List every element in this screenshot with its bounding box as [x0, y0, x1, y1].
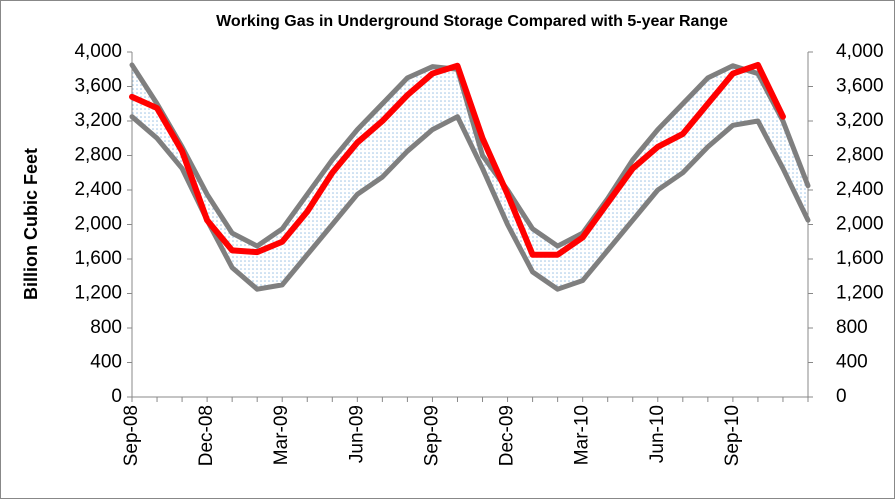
y-tick-label: 0 [111, 386, 122, 407]
y-tick-label: 400 [90, 352, 122, 373]
y2-tick-label: 0 [836, 386, 847, 407]
x-tick-label: Sep-10 [722, 405, 743, 466]
x-tick-label: Sep-09 [421, 405, 442, 466]
y2-tick-label: 1,200 [836, 283, 884, 304]
x-tick-label: Jun-09 [346, 405, 367, 463]
series-line [129, 61, 786, 258]
y-tick-label: 4,000 [74, 41, 122, 62]
y-tick-label: 2,400 [74, 179, 122, 200]
chart-title: Working Gas in Underground Storage Compa… [216, 13, 728, 30]
y-tick-label: 1,200 [74, 283, 122, 304]
y2-tick-label: 3,600 [836, 76, 884, 97]
x-tick-label: Mar-09 [271, 405, 292, 465]
y-tick-label: 3,200 [74, 110, 122, 131]
y-tick-label: 2,000 [74, 214, 122, 235]
y-tick-label: 1,600 [74, 248, 122, 269]
y2-tick-label: 1,600 [836, 248, 884, 269]
x-tick-label: Dec-08 [196, 405, 217, 466]
series-line [129, 114, 811, 292]
series-line [129, 62, 811, 249]
x-tick-label: Sep-08 [121, 405, 142, 466]
y2-tick-label: 400 [836, 352, 868, 373]
y2-tick-label: 800 [836, 317, 868, 338]
range-band [132, 64, 808, 290]
y-axis-label: Billion Cubic Feet [21, 148, 41, 300]
y2-tick-label: 2,400 [836, 179, 884, 200]
y2-tick-label: 4,000 [836, 41, 884, 62]
y-tick-label: 2,800 [74, 145, 122, 166]
x-tick-label: Mar-10 [572, 405, 593, 465]
x-tick-label: Dec-09 [497, 405, 518, 466]
y2-tick-label: 2,000 [836, 214, 884, 235]
y2-tick-label: 3,200 [836, 110, 884, 131]
y-tick-label: 800 [90, 317, 122, 338]
y-tick-label: 3,600 [74, 76, 122, 97]
y2-tick-label: 2,800 [836, 145, 884, 166]
x-tick-label: Jun-10 [647, 405, 668, 463]
